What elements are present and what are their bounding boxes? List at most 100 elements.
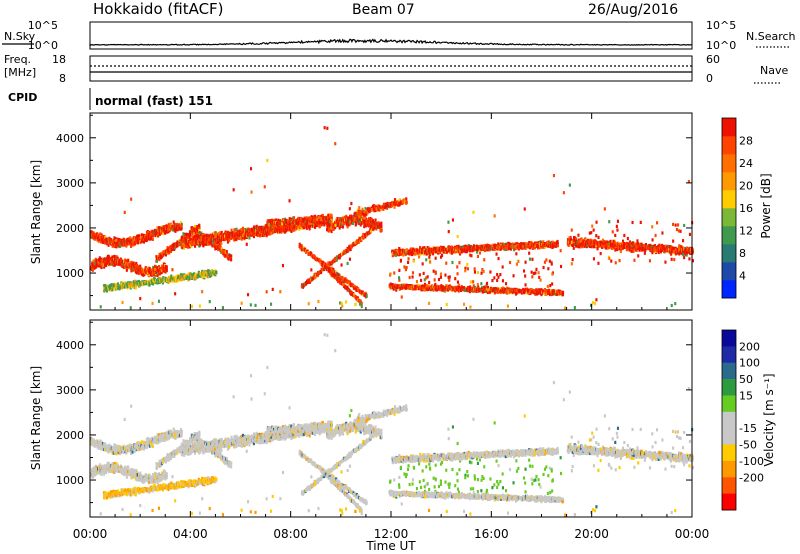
power-cell	[156, 273, 159, 277]
power-cell	[91, 262, 94, 266]
power-cell	[107, 255, 110, 259]
power-cell	[125, 268, 128, 272]
power-cell	[92, 236, 95, 240]
power-cell	[138, 234, 141, 238]
power-cell	[111, 283, 114, 287]
power-cell	[139, 264, 142, 268]
power-cell	[148, 273, 151, 277]
power-cell	[364, 207, 367, 211]
power-cell	[307, 302, 310, 306]
power-cell	[340, 301, 343, 305]
power-cell	[151, 301, 154, 305]
power-cell	[293, 216, 296, 220]
nsky-trace	[89, 38, 693, 46]
power-cell	[103, 265, 106, 269]
power-cell	[674, 302, 677, 306]
power-cell	[150, 237, 153, 241]
power-cell	[405, 197, 408, 201]
power-cell	[118, 262, 121, 266]
power-cell	[111, 255, 114, 259]
power-cell	[117, 282, 120, 286]
power-cell	[121, 300, 124, 305]
beam-label: Beam 07	[352, 2, 415, 18]
power-cell	[147, 237, 150, 241]
power-cell	[101, 262, 104, 266]
power-cell	[365, 294, 368, 298]
power-cell	[115, 245, 118, 249]
power-cell	[119, 244, 122, 248]
power-cell	[124, 281, 127, 285]
power-cell	[165, 224, 168, 228]
power-cell	[180, 221, 183, 225]
power-cell	[156, 271, 159, 275]
power-cell	[122, 237, 125, 241]
power-cell	[129, 236, 132, 240]
power-cell	[214, 270, 217, 274]
power-cell	[124, 258, 127, 262]
power-cell	[165, 269, 168, 273]
freq-unit: [MHz]	[4, 66, 36, 79]
power-cell	[113, 236, 116, 240]
power-cell	[111, 261, 114, 265]
power-cell	[155, 259, 158, 263]
power-cell	[100, 240, 103, 244]
power-cell	[150, 235, 153, 239]
power-cell	[148, 267, 151, 271]
power-cell	[152, 266, 155, 270]
figure-title: Hokkaido (fitACF)	[93, 0, 224, 18]
power-cell	[104, 235, 107, 239]
power-cell	[90, 267, 93, 271]
power-cell	[113, 263, 116, 267]
nsky-tick-bottom: 10^0	[28, 39, 58, 52]
power-cell	[138, 237, 141, 241]
power-cell	[150, 268, 153, 272]
power-cell	[180, 224, 183, 228]
power-cell	[131, 268, 134, 272]
power-cell	[330, 215, 333, 219]
power-cell	[358, 302, 361, 306]
power-cell	[230, 258, 233, 262]
power-cell	[145, 266, 148, 270]
power-cell	[248, 236, 251, 240]
power-cell	[140, 233, 143, 237]
power-cell	[105, 263, 108, 268]
power-cell	[187, 272, 190, 276]
power-cell	[91, 268, 94, 272]
power-cell	[115, 258, 118, 262]
power-cell	[121, 280, 124, 285]
power-cell	[138, 280, 141, 284]
power-cell	[111, 244, 114, 248]
power-cell	[115, 238, 118, 243]
power-cell	[113, 255, 116, 259]
power-cell	[132, 280, 135, 284]
power-cell	[463, 302, 466, 306]
power-cell	[254, 303, 257, 307]
power-cell	[308, 227, 311, 231]
power-cell	[225, 250, 228, 254]
nsearch-tick-top: 10^5	[706, 19, 736, 32]
nsky-tick-top: 10^5	[28, 19, 58, 32]
power-cell	[142, 240, 145, 244]
nsky-panel	[89, 21, 693, 50]
power-cell	[118, 238, 121, 242]
power-cell	[165, 265, 168, 269]
power-cell	[176, 222, 179, 227]
power-cell	[121, 259, 124, 263]
power-cell	[193, 272, 196, 276]
power-cell	[134, 286, 137, 290]
nsky-label: N.Sky	[4, 30, 36, 43]
power-cell	[111, 288, 114, 292]
power-cell	[380, 224, 383, 228]
power-cell	[183, 244, 186, 248]
power-cell	[158, 232, 161, 236]
power-cell	[100, 233, 103, 237]
power-cell	[99, 232, 102, 236]
power-cell	[130, 244, 133, 248]
power-cell	[107, 243, 110, 247]
cpid-text: normal (fast) 151	[95, 94, 213, 108]
power-cell	[120, 281, 123, 285]
power-cell	[138, 271, 141, 275]
power-cell	[158, 226, 161, 230]
power-cell	[102, 235, 105, 239]
date-label: 26/Aug/2016	[588, 2, 678, 18]
